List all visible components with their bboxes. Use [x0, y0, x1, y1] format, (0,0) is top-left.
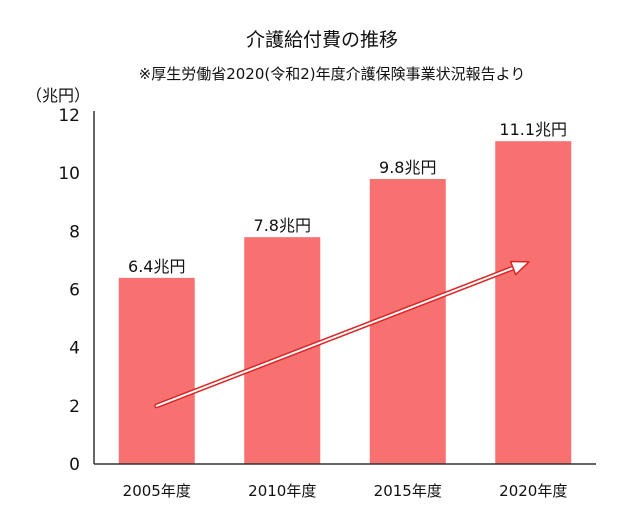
bar — [369, 178, 446, 464]
y-tick-label: 10 — [58, 164, 80, 184]
y-tick-label: 8 — [69, 222, 80, 242]
trend-arrow-shaft — [155, 262, 527, 407]
trend-arrow-head — [509, 260, 530, 276]
bar — [118, 277, 195, 464]
data-labels: 6.4兆円 7.8兆円 9.8兆円 11.1兆円 — [128, 120, 567, 276]
y-tick-label: 6 — [69, 281, 80, 301]
x-tick-label: 2005年度 — [123, 482, 191, 500]
data-label: 9.8兆円 — [379, 158, 436, 177]
y-tick-label: 4 — [69, 339, 80, 359]
y-axis-ticks: 0 2 4 6 8 10 12 — [58, 106, 80, 475]
x-tick-label: 2015年度 — [374, 482, 442, 500]
x-tick-label: 2020年度 — [499, 482, 567, 500]
bar — [244, 237, 321, 464]
bars — [118, 141, 572, 465]
x-axis-labels: 2005年度 2010年度 2015年度 2020年度 — [123, 482, 568, 500]
trend-arrow — [154, 260, 530, 409]
chart-title: 介護給付費の推移 — [246, 29, 398, 51]
data-label: 11.1兆円 — [499, 120, 567, 139]
y-tick-label: 2 — [69, 397, 80, 417]
x-tick-label: 2010年度 — [248, 482, 316, 500]
axes — [93, 111, 596, 465]
y-tick-label: 0 — [69, 455, 80, 475]
data-label: 6.4兆円 — [128, 257, 185, 276]
data-label: 7.8兆円 — [254, 216, 311, 235]
y-tick-label: 12 — [58, 106, 80, 126]
bar — [495, 141, 572, 465]
y-axis-label: （兆円） — [26, 86, 90, 105]
chart-subtitle: ※厚生労働省2020(令和2)年度介護保険事業状況報告より — [139, 65, 526, 83]
